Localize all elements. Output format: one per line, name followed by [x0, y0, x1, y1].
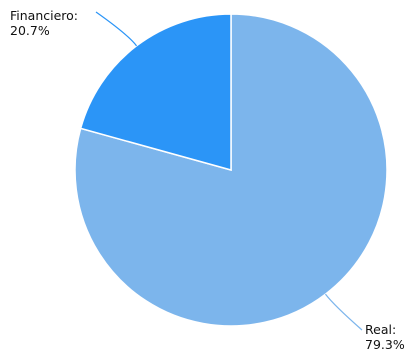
slice-label-real-name: Real:	[365, 322, 397, 337]
pie-label-connectors	[95, 11, 363, 331]
slice-label-financiero-name: Financiero:	[10, 8, 79, 23]
slice-label-financiero-value: 20.7%	[10, 23, 50, 38]
pie-slice-real	[74, 13, 388, 327]
connector-real	[324, 293, 363, 331]
slice-label-real-value: 79.3%	[365, 337, 405, 352]
slice-label-real: Real: 79.3%	[365, 322, 405, 352]
slice-label-financiero: Financiero: 20.7%	[10, 8, 78, 38]
connector-financiero	[95, 11, 138, 47]
pie-slices	[74, 13, 388, 327]
